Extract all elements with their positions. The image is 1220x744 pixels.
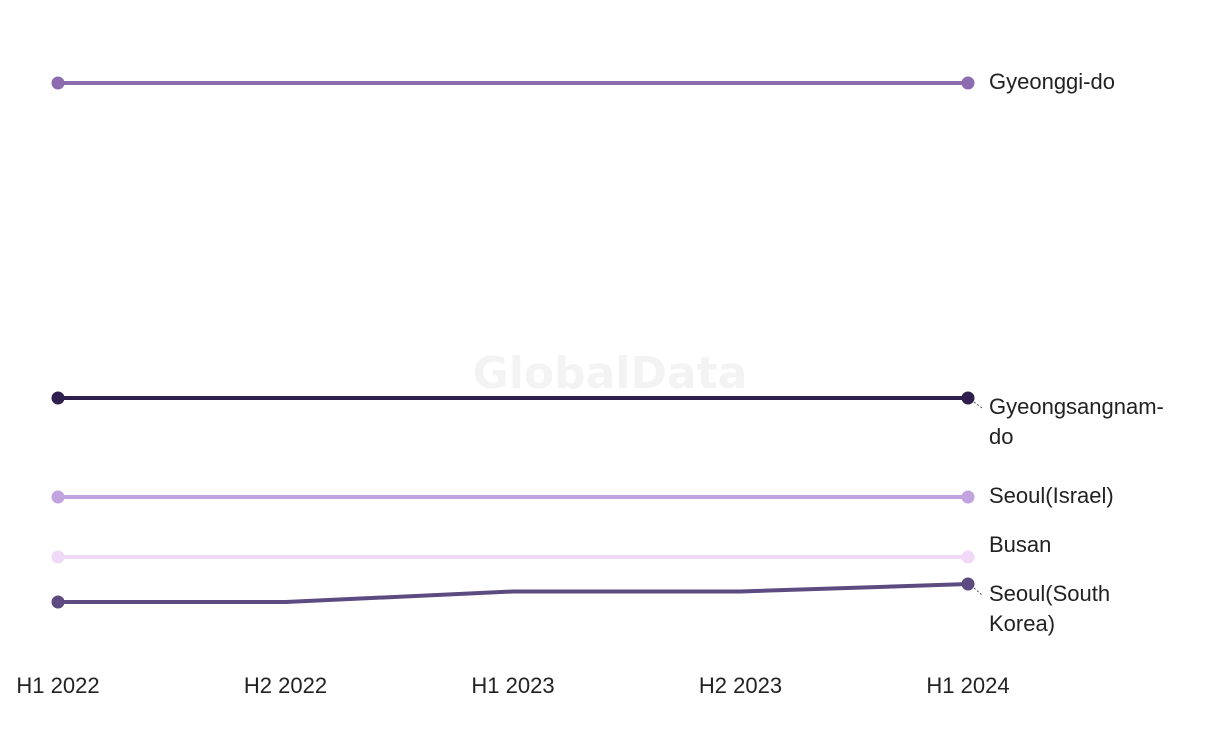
x-axis-ticks: H1 2022 H2 2022 H1 2023 H2 2023 H1 2024 (16, 673, 1009, 698)
series-label-gyeonggi-do: Gyeonggi-do (989, 69, 1115, 94)
x-tick-label: H1 2024 (926, 673, 1009, 698)
series-point-gyeongsangnam-do-start (51, 391, 65, 405)
series-lines (58, 81, 969, 604)
series-label-seoul-israel: Seoul(Israel) (989, 483, 1114, 508)
series-label-seoul-south-korea: Seoul(South Korea) (989, 581, 1110, 636)
x-tick-label: H2 2023 (699, 673, 782, 698)
series-point-gyeongsangnam-do-end (961, 391, 975, 405)
series-point-gyeonggi-do-start (51, 76, 65, 90)
label-leader-gyeongsangnam-do (973, 401, 983, 409)
series-point-gyeonggi-do-end (961, 76, 975, 90)
label-leader-seoul-south-korea (973, 587, 983, 596)
series-point-busan-end (961, 550, 975, 564)
series-point-seoul-south-korea-start (51, 595, 65, 609)
series-line-seoul-south-korea (58, 582, 969, 604)
watermark-text: GlobalData (473, 348, 748, 399)
series-points (51, 76, 975, 609)
series-point-busan-start (51, 550, 65, 564)
series-label-gyeongsangnam-do: Gyeongsangnam-do (989, 394, 1164, 449)
series-point-seoul-israel-end (961, 490, 975, 504)
series-label-busan: Busan (989, 532, 1051, 557)
series-point-seoul-south-korea-end (961, 577, 975, 591)
series-point-seoul-israel-start (51, 490, 65, 504)
x-tick-label: H1 2022 (16, 673, 99, 698)
x-tick-label: H2 2022 (244, 673, 327, 698)
x-tick-label: H1 2023 (471, 673, 554, 698)
series-labels: Gyeongsangnam-do Gyeonggi-do Seoul(Israel)… (973, 69, 1164, 636)
